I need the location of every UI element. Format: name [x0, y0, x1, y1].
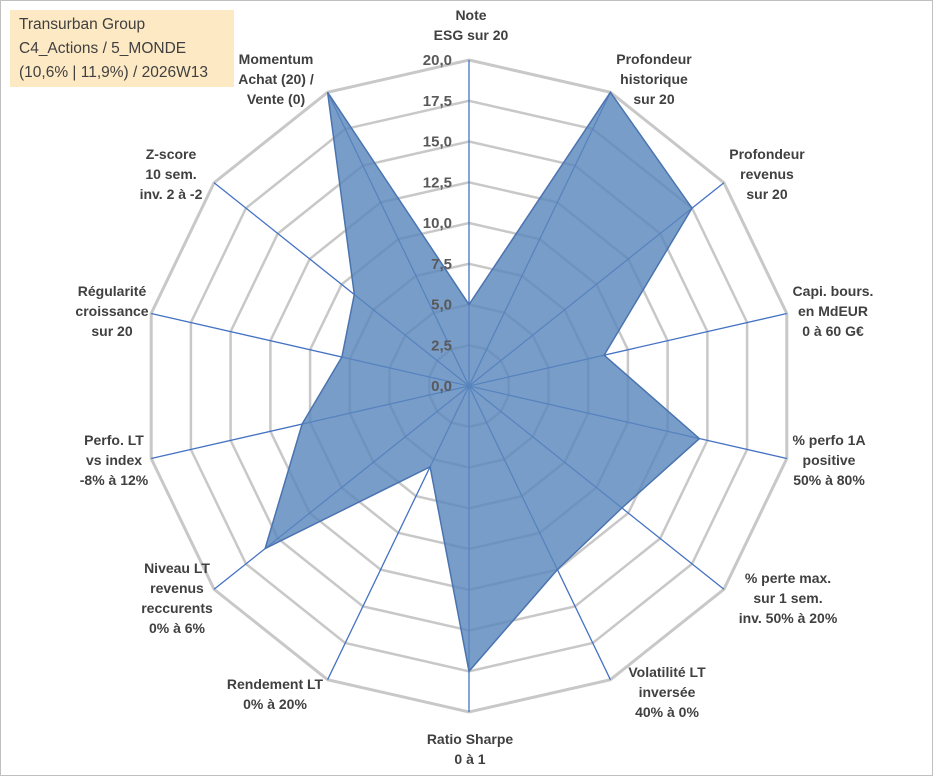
tick-label: 17,5: [423, 93, 452, 110]
category-label-8: Ratio Sharpe 0 à 1: [427, 731, 514, 767]
category-label-11: Perfo. LT vs index -8% à 12%: [80, 432, 149, 488]
category-label-7: Volatilité LT inversée 40% à 0%: [628, 664, 706, 720]
tick-label: 5,0: [431, 297, 452, 314]
category-label-1: Note ESG sur 20: [434, 7, 509, 43]
tick-label: 20,0: [423, 52, 452, 69]
tick-label: 10,0: [423, 215, 452, 232]
category-label-3: Profondeur revenus sur 20: [729, 146, 805, 202]
category-label-13: Z-score 10 sem. inv. 2 à -2: [140, 146, 203, 202]
radar-series: [263, 90, 701, 673]
tick-label: 7,5: [431, 256, 452, 273]
category-labels: Note ESG sur 20 Profondeur historique sur 20…: [75, 7, 873, 767]
category-label-14: Momentum Achat (20) / Vente (0): [238, 51, 314, 107]
category-label-9: Rendement LT 0% à 20%: [227, 676, 324, 712]
info-stats-week: (10,6% | 11,9%) / 2026W13: [19, 64, 208, 81]
radial-tick-labels: 0,0 2,5 5,0 7,5 10,0 12,5 15,0 17,5 20,0: [423, 52, 452, 395]
tick-label: 15,0: [423, 134, 452, 151]
category-label-2: Profondeur historique sur 20: [616, 51, 692, 107]
category-label-5: % perfo 1A positive 50% à 80%: [792, 432, 865, 488]
tick-label: 12,5: [423, 174, 452, 191]
category-label-4: Capi. bours. en MdEUR 0 à 60 G€: [793, 283, 874, 339]
category-label-12: Régularité croissance sur 20: [75, 283, 148, 339]
info-company-name: Transurban Group: [19, 16, 146, 33]
category-label-10: Niveau LT revenus reccurents 0% à 6%: [141, 560, 213, 636]
info-box: Transurban Group C4_Actions / 5_MONDE (1…: [10, 10, 234, 87]
category-label-6: % perte max. sur 1 sem. inv. 50% à 20%: [739, 570, 838, 626]
tick-label: 0,0: [431, 378, 452, 395]
tick-label: 2,5: [431, 337, 452, 354]
info-portfolio: C4_Actions / 5_MONDE: [19, 40, 187, 57]
series-area-1: [263, 90, 701, 673]
